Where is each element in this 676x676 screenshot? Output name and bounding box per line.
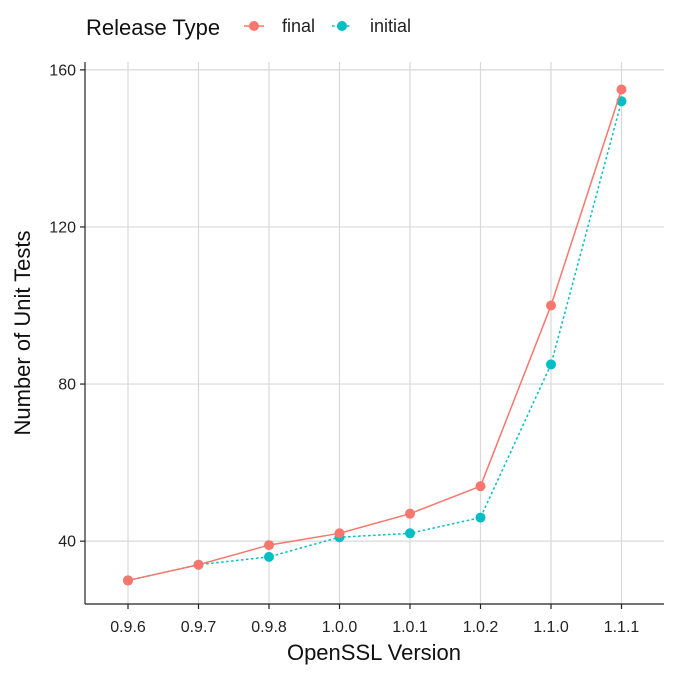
- legend: Release Type final initial: [86, 15, 411, 40]
- x-tick-label: 1.1.1: [604, 619, 640, 636]
- data-point-initial: [405, 528, 415, 539]
- y-ticks: 40 80 120 160: [49, 62, 85, 551]
- x-tick-label: 0.9.6: [110, 619, 146, 636]
- x-tick-label: 0.9.8: [251, 619, 287, 636]
- x-tick-label: 1.0.2: [463, 619, 499, 636]
- data-point-final: [334, 528, 345, 539]
- x-tick-label: 1.0.0: [322, 619, 358, 636]
- grid: [85, 62, 664, 604]
- y-tick-label: 40: [58, 534, 76, 551]
- x-ticks: 0.9.6 0.9.7 0.9.8 1.0.0 1.0.1 1.0.2 1.1.0 1.1.1: [110, 604, 639, 636]
- series-final: [123, 84, 627, 586]
- axes: [84, 62, 664, 605]
- legend-key-point: [337, 21, 347, 31]
- data-point-initial: [546, 359, 556, 370]
- series-line-initial: [127, 101, 623, 582]
- data-point-final: [616, 84, 627, 95]
- series-line-final: [127, 89, 623, 582]
- legend-key-point: [249, 21, 259, 31]
- data-point-initial: [475, 512, 486, 523]
- y-tick-label: 80: [58, 377, 76, 394]
- legend-item-initial: initial: [332, 16, 411, 36]
- y-tick-label: 120: [49, 219, 76, 236]
- legend-label: initial: [370, 16, 411, 36]
- legend-label: final: [282, 16, 315, 36]
- data-point-final: [193, 559, 204, 570]
- legend-items: final initial: [244, 16, 411, 36]
- data-point-final: [546, 300, 556, 311]
- data-point-final: [405, 508, 415, 519]
- x-tick-label: 1.1.0: [533, 619, 569, 636]
- x-axis-title: OpenSSL Version: [287, 640, 461, 665]
- y-tick-label: 160: [49, 62, 76, 79]
- data-point-initial: [264, 551, 274, 562]
- x-tick-label: 1.0.1: [392, 619, 428, 636]
- legend-item-final: final: [244, 16, 315, 36]
- x-tick-label: 0.9.7: [181, 619, 217, 636]
- y-axis-title: Number of Unit Tests: [10, 230, 35, 435]
- data-point-final: [264, 540, 274, 551]
- data-point-final: [123, 575, 133, 586]
- data-point-final: [475, 481, 486, 492]
- series: [123, 84, 627, 586]
- legend-title: Release Type: [86, 15, 220, 40]
